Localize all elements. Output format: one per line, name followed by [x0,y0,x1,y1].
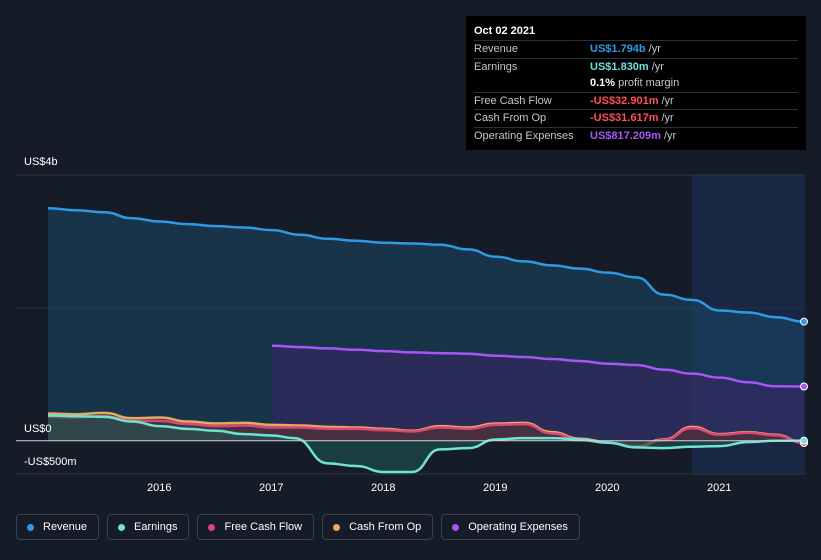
legend-item-cash-from-op[interactable]: Cash From Op [322,514,434,540]
y-tick-label-bottom: -US$500m [24,456,77,468]
x-tick-label-2018: 2018 [371,482,396,494]
y-tick-label-top: US$4b [24,156,58,168]
tooltip-row-profit-margin: 0.1% profit margin [474,75,798,92]
x-tick-label-2016: 2016 [147,482,172,494]
x-tick-label-2021: 2021 [707,482,732,494]
operating-expenses-dot-icon [452,523,460,531]
tooltip-unit: /yr [648,43,661,56]
revenue-line [47,206,805,323]
legend-label: Cash From Op [349,521,422,533]
tooltip-value: -US$32.901m [590,94,659,107]
x-tick-label-2017: 2017 [259,482,284,494]
tooltip-label: Revenue [474,43,519,56]
tooltip-label: Operating Expenses [474,129,574,142]
cash-from-op-dot-icon [333,523,341,531]
tooltip-date: Oct 02 2021 [474,25,536,37]
tooltip-unit: /yr [663,129,677,142]
tooltip-row-cash-from-op: Cash From Op -US$31.617m /yr [474,109,798,127]
tooltip-row-free-cash-flow: Free Cash Flow -US$32.901m /yr [474,91,798,110]
tooltip-value: US$1.830m [590,60,649,73]
earnings-line [47,414,805,474]
tooltip-unit: /yr [661,94,674,107]
tooltip-value: US$817.209m [590,129,661,142]
operating-expenses-end-point [800,382,808,391]
legend-label: Earnings [134,521,178,533]
tooltip-unit: profit margin [618,77,680,90]
y-tick-label-zero: US$0 [24,423,52,435]
legend-item-revenue[interactable]: Revenue [16,514,100,540]
tooltip-value: -US$31.617m [590,112,659,125]
x-tick-label-2020: 2020 [595,482,620,494]
tooltip-unit: /yr [651,60,664,73]
legend-label: Operating Expenses [468,521,568,533]
data-tooltip: Oct 02 2021 Revenue US$1.794b /yr Earnin… [466,16,806,150]
tooltip-label: Earnings [474,60,518,73]
chart-legend: Revenue Earnings Free Cash Flow Cash Fro… [16,514,588,540]
operating-expenses-line [271,344,805,388]
earnings-dot-icon [118,523,126,531]
tooltip-unit: /yr [661,112,674,125]
legend-item-earnings[interactable]: Earnings [107,514,190,540]
tooltip-label: Cash From Op [474,112,547,125]
legend-item-free-cash-flow[interactable]: Free Cash Flow [197,514,315,540]
free-cash-flow-line [47,414,805,449]
legend-item-operating-expenses[interactable]: Operating Expenses [441,514,580,540]
tooltip-value: 0.1% [590,77,616,90]
tooltip-row-revenue: Revenue US$1.794b /yr [474,40,798,58]
free-cash-flow-dot-icon [208,523,216,531]
legend-label: Free Cash Flow [224,521,303,533]
x-tick-label-2019: 2019 [483,482,508,494]
operating-expenses-area [272,345,804,441]
tooltip-row-operating-expenses: Operating Expenses US$817.209m /yr [474,126,798,145]
revenue-end-point [800,317,808,326]
legend-label: Revenue [43,521,88,533]
tooltip-value: US$1.794b [590,43,646,56]
revenue-dot-icon [27,523,34,531]
tooltip-row-earnings: Earnings US$1.830m /yr [474,57,798,76]
earnings-area [48,415,804,473]
tooltip-label: Free Cash Flow [474,94,552,107]
